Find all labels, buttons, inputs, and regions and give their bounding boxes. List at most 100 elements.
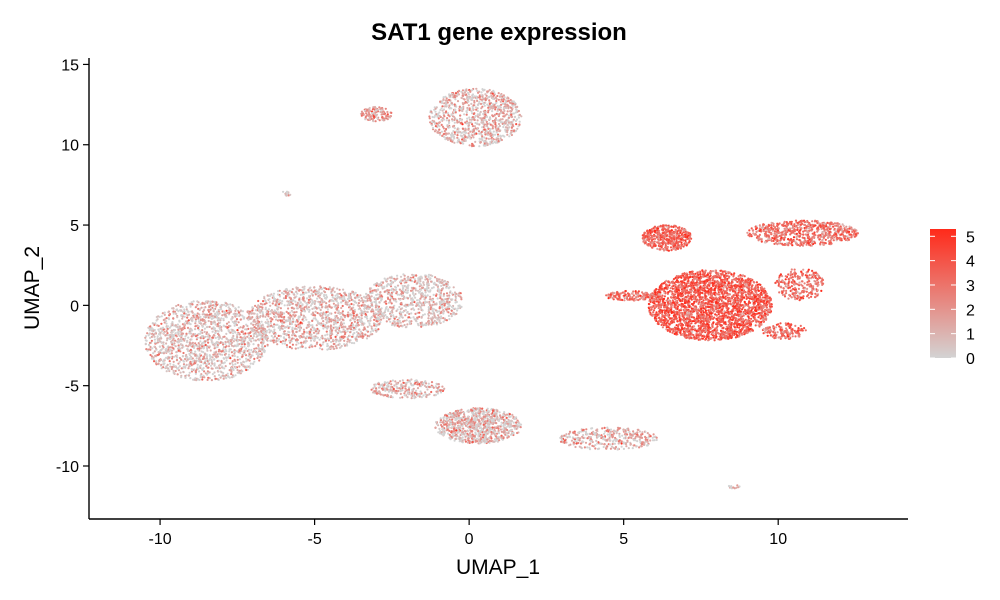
- data-point: [305, 305, 308, 308]
- data-point: [216, 359, 219, 363]
- data-point: [405, 279, 408, 282]
- data-point: [296, 320, 299, 323]
- data-point: [442, 292, 446, 295]
- data-point: [257, 355, 260, 358]
- data-point: [189, 362, 192, 365]
- data-point: [163, 311, 166, 314]
- data-point: [309, 328, 312, 331]
- data-point: [494, 102, 497, 105]
- data-point: [485, 141, 488, 144]
- data-point: [366, 305, 369, 308]
- data-point: [508, 126, 511, 129]
- data-point: [504, 99, 507, 102]
- data-point: [318, 322, 321, 325]
- data-point: [482, 144, 485, 147]
- data-point: [368, 297, 371, 300]
- data-point: [257, 334, 260, 337]
- data-point: [483, 140, 486, 143]
- data-point: [241, 353, 244, 356]
- data-point: [406, 297, 410, 300]
- data-point: [321, 316, 324, 320]
- data-point: [233, 324, 236, 327]
- data-point: [182, 345, 185, 348]
- data-point: [225, 325, 228, 328]
- data-point: [504, 126, 508, 129]
- data-point: [421, 314, 425, 317]
- data-point: [311, 337, 314, 340]
- data-point: [346, 327, 349, 330]
- data-point: [184, 376, 187, 379]
- data-point: [167, 317, 170, 320]
- data-point: [489, 128, 492, 131]
- data-point: [241, 330, 244, 333]
- data-point: [503, 135, 506, 138]
- data-point: [488, 104, 491, 108]
- data-point: [207, 361, 210, 364]
- data-point: [389, 306, 393, 309]
- data-point: [334, 311, 337, 314]
- data-point: [470, 118, 473, 121]
- data-point: [460, 298, 463, 301]
- data-point: [436, 112, 440, 115]
- data-point: [208, 336, 211, 339]
- data-point: [443, 304, 446, 307]
- data-point: [460, 90, 463, 93]
- data-point: [198, 343, 201, 346]
- data-point: [201, 345, 204, 348]
- data-point: [392, 297, 395, 300]
- data-point: [225, 377, 228, 380]
- data-point: [441, 134, 444, 137]
- data-point: [370, 295, 373, 298]
- data-point: [320, 306, 324, 309]
- data-point: [337, 326, 340, 329]
- data-point: [417, 279, 420, 282]
- data-point: [428, 117, 431, 120]
- data-point: [442, 127, 445, 130]
- data-point: [152, 356, 155, 359]
- data-point: [431, 274, 434, 278]
- data-point: [209, 300, 212, 303]
- data-point: [420, 315, 423, 318]
- data-point: [377, 328, 380, 331]
- data-point: [446, 137, 449, 140]
- data-point: [245, 360, 248, 363]
- data-point: [422, 281, 425, 284]
- data-point: [363, 303, 366, 306]
- data-point: [464, 121, 467, 124]
- data-point: [306, 308, 309, 311]
- data-point: [290, 309, 293, 312]
- data-point: [432, 300, 435, 304]
- data-point: [408, 312, 411, 316]
- data-point: [147, 334, 150, 337]
- data-point: [175, 351, 178, 354]
- data-point: [301, 345, 304, 348]
- data-point: [294, 300, 297, 303]
- data-point: [509, 98, 512, 102]
- data-point: [278, 326, 281, 329]
- data-point: [198, 347, 201, 350]
- data-point: [446, 138, 450, 141]
- data-point: [162, 332, 165, 335]
- data-point: [374, 327, 377, 331]
- data-point: [471, 123, 474, 126]
- data-point: [488, 116, 492, 119]
- data-point: [223, 303, 226, 307]
- data-point: [450, 132, 454, 135]
- data-point: [353, 318, 356, 321]
- data-point: [253, 318, 256, 321]
- data-point: [298, 298, 301, 301]
- data-point: [293, 296, 296, 299]
- data-point: [418, 282, 421, 285]
- data-point: [443, 130, 446, 133]
- data-point: [433, 120, 436, 123]
- data-point: [380, 107, 383, 110]
- data-point: [187, 319, 190, 322]
- data-point: [238, 349, 241, 352]
- data-point: [502, 115, 505, 118]
- data-point: [334, 304, 337, 307]
- data-point: [297, 318, 300, 321]
- data-point: [245, 357, 248, 360]
- data-point: [509, 106, 513, 109]
- data-point: [368, 322, 371, 325]
- data-point: [281, 319, 284, 322]
